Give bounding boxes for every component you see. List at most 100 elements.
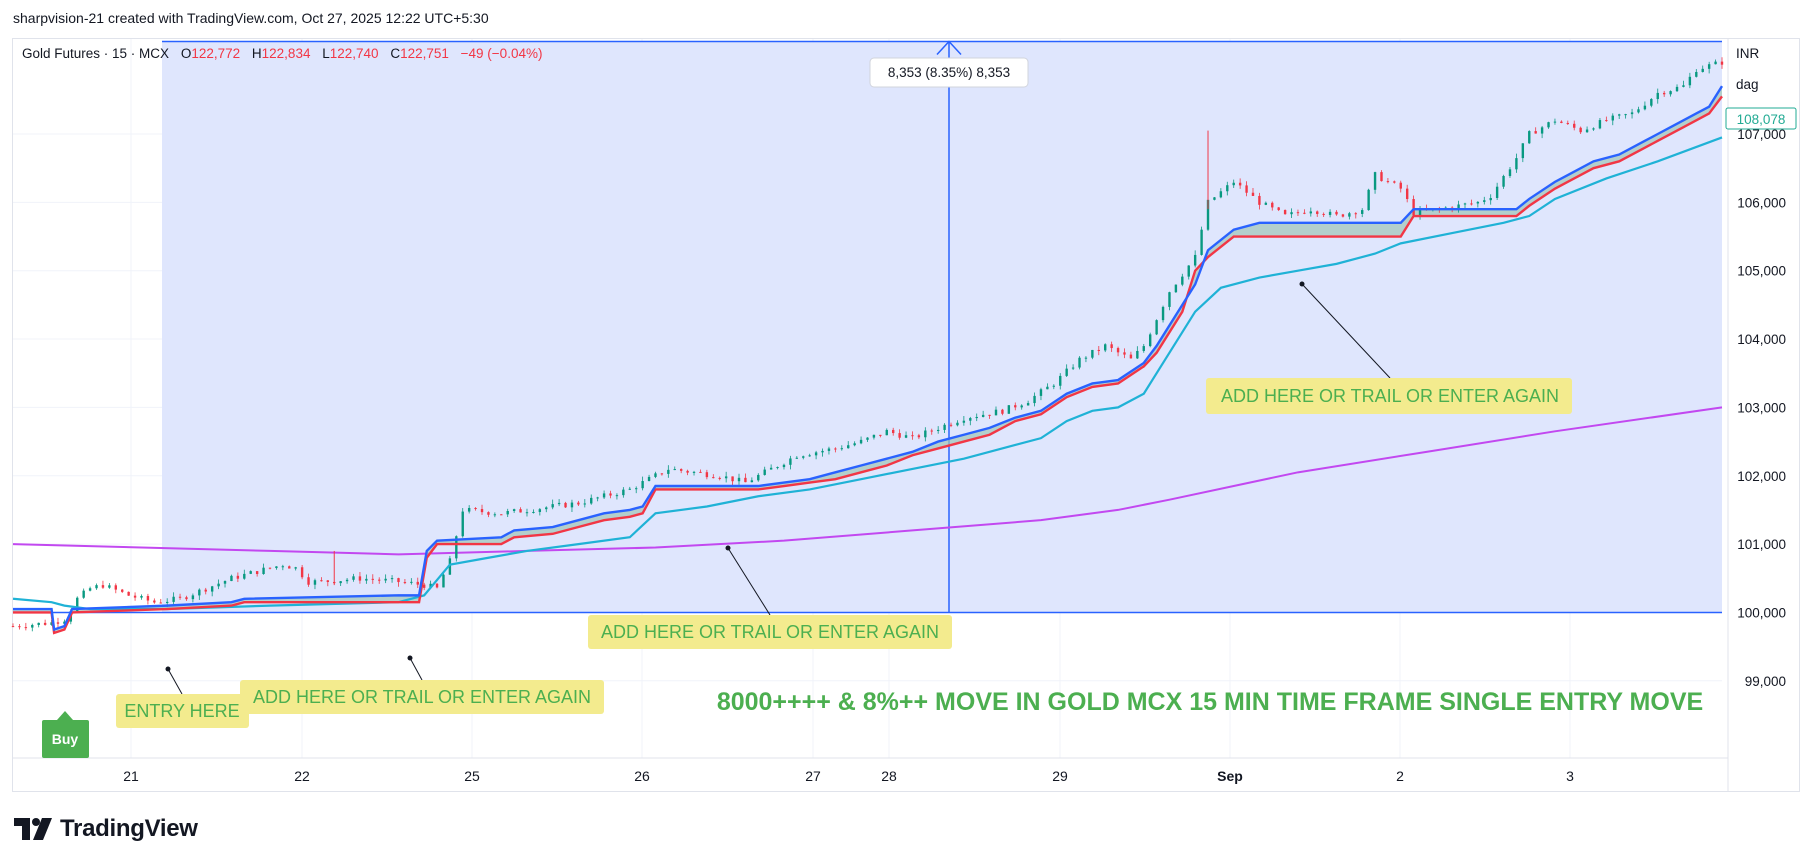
close-value: 122,751	[400, 46, 449, 61]
candle-body	[847, 445, 850, 449]
candle-body	[519, 509, 522, 513]
candle-body	[866, 437, 869, 440]
candle-body	[474, 507, 477, 510]
annotation-label-2: ADD HERE OR TRAIL OR ENTER AGAIN	[601, 622, 939, 642]
candle-body	[1483, 200, 1486, 202]
candle-body	[898, 433, 901, 438]
candle-body	[1399, 182, 1402, 189]
candle-body	[1669, 91, 1672, 95]
candle-body	[1213, 197, 1216, 200]
y-tick-label: 100,000	[1737, 605, 1786, 620]
candle-body	[146, 595, 150, 601]
candle-body	[975, 416, 978, 419]
open-value: 122,772	[191, 46, 241, 61]
annotation-box-0[interactable]	[116, 694, 249, 728]
candle-body	[1206, 199, 1210, 230]
candle-body	[313, 580, 317, 585]
candle-body	[1367, 189, 1370, 211]
low-value: 122,740	[329, 46, 379, 61]
candle-body	[1046, 386, 1049, 390]
candle-body	[1521, 143, 1525, 159]
currency-label[interactable]: INR	[1736, 46, 1760, 61]
candle-body	[1026, 403, 1030, 406]
candle-body	[1123, 352, 1126, 355]
symbol-header: Gold Futures · 15 · MCX O122,772 H122,83…	[22, 46, 542, 61]
candle-body	[1637, 109, 1640, 113]
candle-body	[936, 429, 940, 431]
candle-body	[435, 583, 439, 588]
annotation-box-2[interactable]	[588, 615, 952, 649]
candle-body	[390, 578, 394, 580]
candle-body	[1084, 357, 1088, 359]
blue-line-group	[13, 85, 1724, 632]
candle-body	[1656, 92, 1659, 100]
red-line	[13, 95, 1723, 635]
candle-body	[127, 591, 130, 596]
candle-body	[480, 509, 484, 513]
candle-body	[737, 477, 741, 482]
buy-arrow-icon	[57, 711, 73, 720]
candle-body	[1373, 172, 1377, 190]
candle-body	[1675, 86, 1679, 92]
high-label: H	[251, 46, 262, 61]
candle-body	[1393, 181, 1396, 183]
candle-body	[1161, 306, 1165, 321]
x-tick-label: 27	[805, 768, 821, 784]
candle-body	[1007, 405, 1011, 414]
candle-body	[609, 493, 612, 496]
candle-body	[1033, 395, 1036, 404]
change-value: −49 (−0.04%)	[460, 46, 543, 61]
candle-body	[1515, 158, 1518, 170]
candle-body	[1020, 405, 1023, 408]
x-tick-label: 28	[881, 768, 897, 784]
candle-body	[230, 575, 233, 582]
symbol-name[interactable]: Gold Futures · 15 · MCX	[22, 46, 170, 61]
candle-body	[1290, 212, 1293, 215]
annotation-pointers	[165, 281, 1391, 695]
candle-body	[345, 579, 349, 582]
x-tick-label: 2	[1396, 768, 1404, 784]
candle-body	[532, 511, 535, 513]
candle-body	[930, 430, 933, 432]
candle-body	[1624, 114, 1627, 116]
candle-body	[108, 585, 111, 588]
candle-body	[1110, 344, 1113, 349]
candle-body	[750, 480, 754, 483]
candle-body	[1328, 211, 1332, 215]
candle-body	[339, 581, 342, 584]
annotation-box-1[interactable]	[240, 680, 604, 714]
candle-body	[1052, 385, 1056, 387]
candle-body	[564, 502, 567, 508]
candle-body	[641, 481, 644, 489]
tradingview-brand[interactable]: TradingView	[14, 815, 198, 843]
candle-body	[493, 514, 497, 516]
candle-body	[596, 497, 599, 499]
candle-body	[956, 422, 959, 426]
candle-body	[1585, 129, 1589, 133]
annotation-box-3[interactable]	[1206, 378, 1572, 414]
candle-body	[1573, 123, 1576, 128]
candle-body	[1174, 284, 1178, 293]
candle-body	[590, 497, 593, 504]
candle-body	[1251, 192, 1255, 196]
candle-body	[320, 580, 323, 582]
unit-label[interactable]: dag	[1736, 77, 1759, 92]
candle-body	[904, 435, 908, 438]
measure-label: 8,353 (8.35%) 8,353	[888, 65, 1010, 80]
buy-marker[interactable]: Buy	[42, 711, 89, 758]
measure-range-fill[interactable]	[162, 41, 1722, 613]
candle-body	[378, 579, 381, 581]
candle-body	[140, 595, 143, 598]
candle-body	[1226, 185, 1229, 192]
candle-body	[911, 435, 914, 437]
last-price-label: 108,078	[1737, 112, 1786, 127]
candle-body	[776, 467, 779, 469]
candle-body	[455, 536, 458, 559]
candle-body	[647, 476, 651, 482]
chart-attribution: sharpvision-21 created with TradingView.…	[13, 10, 489, 26]
candle-body	[416, 581, 419, 585]
candle-body	[1116, 348, 1120, 353]
candle-body	[654, 473, 657, 477]
y-tick-label: 107,000	[1737, 127, 1786, 142]
